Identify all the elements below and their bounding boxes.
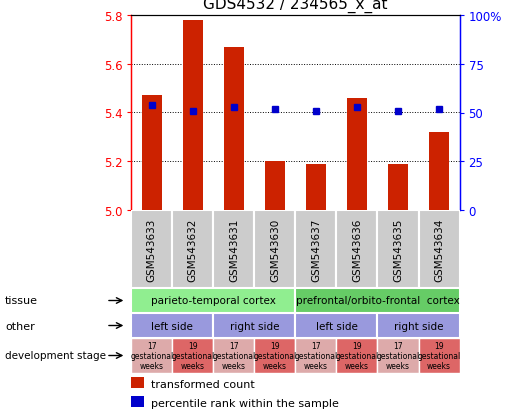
Bar [131, 313, 214, 338]
Text: GSM543630: GSM543630 [270, 218, 280, 281]
Bar [131, 338, 172, 373]
Bar [388, 164, 408, 211]
Text: 17
gestational
weeks: 17 gestational weeks [212, 341, 256, 370]
Bar [336, 211, 378, 288]
Text: right side: right side [394, 321, 443, 331]
Text: GSM543637: GSM543637 [311, 218, 321, 281]
Bar [255, 211, 295, 288]
Bar [131, 396, 144, 407]
Text: prefrontal/orbito-frontal  cortex: prefrontal/orbito-frontal cortex [295, 296, 460, 306]
Text: 19
gestational
weeks: 19 gestational weeks [418, 341, 461, 370]
Bar [295, 313, 378, 338]
Bar [131, 211, 172, 288]
Text: GSM543631: GSM543631 [229, 218, 239, 281]
Text: transformed count: transformed count [151, 379, 255, 389]
Text: 19
gestational
weeks: 19 gestational weeks [171, 341, 215, 370]
Text: left side: left side [316, 321, 358, 331]
Bar [183, 21, 203, 211]
Text: 19
gestational
weeks: 19 gestational weeks [254, 341, 296, 370]
Bar [419, 211, 460, 288]
Bar [131, 288, 295, 313]
Text: GSM543633: GSM543633 [147, 218, 157, 281]
Text: percentile rank within the sample: percentile rank within the sample [151, 398, 339, 408]
Bar [378, 338, 419, 373]
Bar [141, 96, 162, 211]
Bar [214, 313, 295, 338]
Bar [224, 47, 244, 211]
Bar [347, 99, 367, 211]
Text: GSM543635: GSM543635 [393, 218, 403, 281]
Text: 17
gestational
weeks: 17 gestational weeks [376, 341, 420, 370]
Bar [214, 211, 255, 288]
Bar [419, 338, 460, 373]
Title: GDS4532 / 234565_x_at: GDS4532 / 234565_x_at [203, 0, 388, 13]
Bar [295, 338, 336, 373]
Bar [255, 338, 295, 373]
Bar [295, 288, 460, 313]
Bar [336, 338, 378, 373]
Text: right side: right side [230, 321, 279, 331]
Bar [131, 377, 144, 388]
Text: parieto-temporal cortex: parieto-temporal cortex [151, 296, 276, 306]
Text: GSM543634: GSM543634 [434, 218, 444, 281]
Text: other: other [5, 321, 35, 331]
Bar [378, 313, 460, 338]
Text: left side: left side [152, 321, 193, 331]
Bar [172, 211, 214, 288]
Bar [295, 211, 336, 288]
Bar [265, 162, 285, 211]
Bar [429, 133, 449, 211]
Text: 17
gestational
weeks: 17 gestational weeks [130, 341, 173, 370]
Text: GSM543632: GSM543632 [188, 218, 198, 281]
Text: tissue: tissue [5, 296, 38, 306]
Bar [378, 211, 419, 288]
Text: development stage: development stage [5, 351, 106, 361]
Text: GSM543636: GSM543636 [352, 218, 362, 281]
Bar [214, 338, 255, 373]
Text: 19
gestational
weeks: 19 gestational weeks [335, 341, 379, 370]
Bar [172, 338, 214, 373]
Text: 17
gestational
weeks: 17 gestational weeks [294, 341, 337, 370]
Bar [306, 164, 326, 211]
